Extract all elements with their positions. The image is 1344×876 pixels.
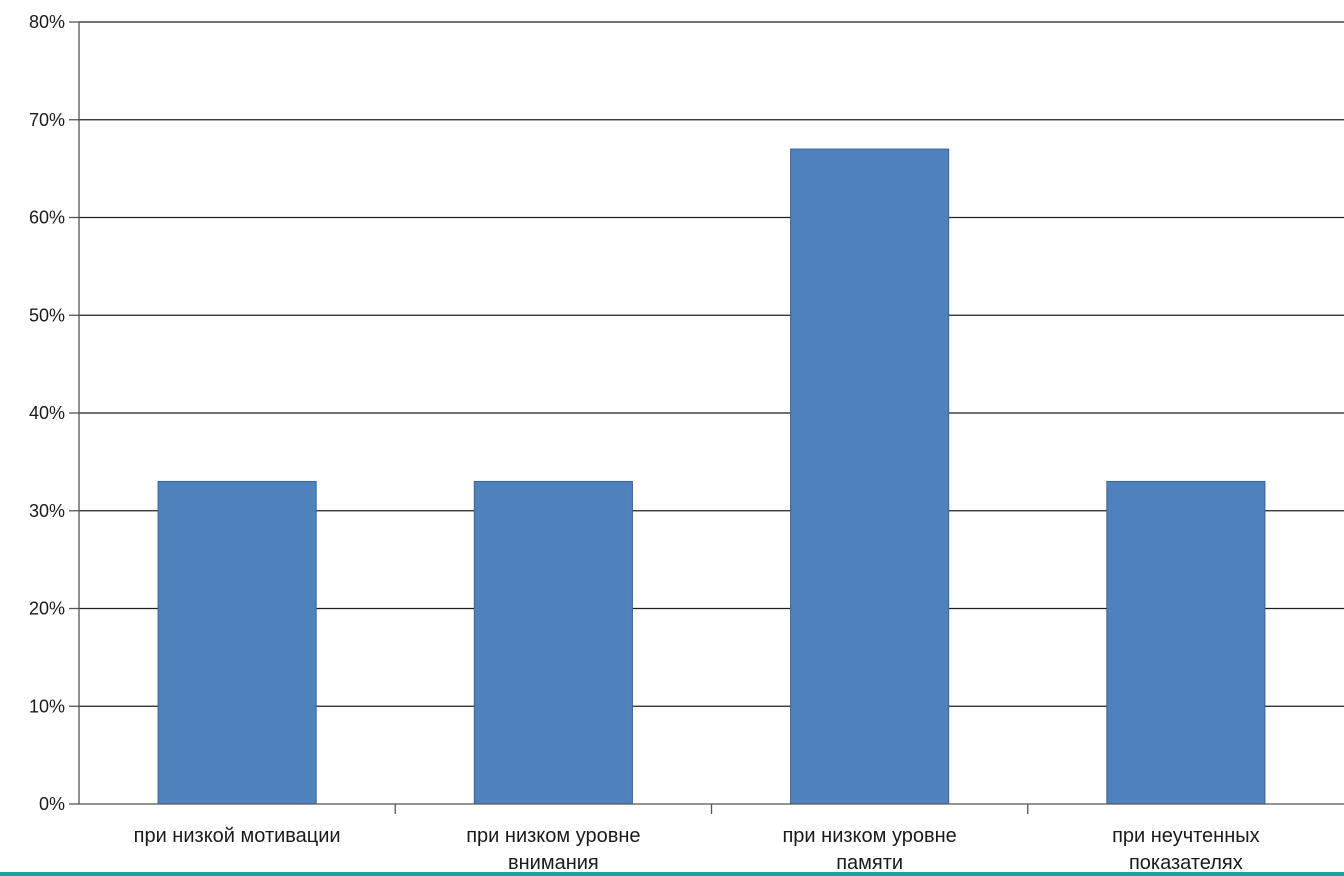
bar	[473, 480, 633, 805]
x-tick-label-line: памяти	[836, 852, 903, 874]
x-tick-label: при неучтенных показателях	[1112, 825, 1260, 874]
y-tick-label: 50%	[29, 305, 65, 325]
x-tick-label-line: показателях	[1129, 852, 1243, 874]
x-tick-label-line: при неучтенных	[1112, 825, 1260, 847]
y-tick-label: 30%	[29, 501, 65, 521]
bar	[1106, 480, 1266, 805]
x-tick-label: при низкой мотивации	[134, 825, 341, 847]
x-tick-label-line: при низком уровне	[466, 825, 640, 847]
axes	[69, 21, 1344, 814]
bar	[790, 148, 950, 805]
y-tick-labels: 0% 10% 20% 30% 40% 50% 60% 70% 80%	[29, 12, 65, 814]
x-tick-label: при низком уровне внимания	[466, 825, 640, 874]
y-tick-label: 70%	[29, 110, 65, 130]
bar	[157, 480, 317, 805]
bars	[157, 148, 1266, 805]
y-tick-label: 0%	[39, 794, 65, 814]
x-tick-label-line: внимания	[508, 852, 599, 874]
y-tick-label: 20%	[29, 599, 65, 619]
y-tick-label: 60%	[29, 208, 65, 228]
x-tick-label: при низком уровне памяти	[782, 825, 956, 874]
y-tick-label: 10%	[29, 696, 65, 716]
y-tick-label: 80%	[29, 12, 65, 32]
x-tick-labels: при низкой мотивации при низком уровне вни…	[134, 825, 1260, 874]
bottom-accent-strip	[0, 872, 1344, 876]
x-tick-label-line: при низкой мотивации	[134, 825, 341, 847]
x-tick-label-line: при низком уровне	[782, 825, 956, 847]
y-tick-label: 40%	[29, 403, 65, 423]
